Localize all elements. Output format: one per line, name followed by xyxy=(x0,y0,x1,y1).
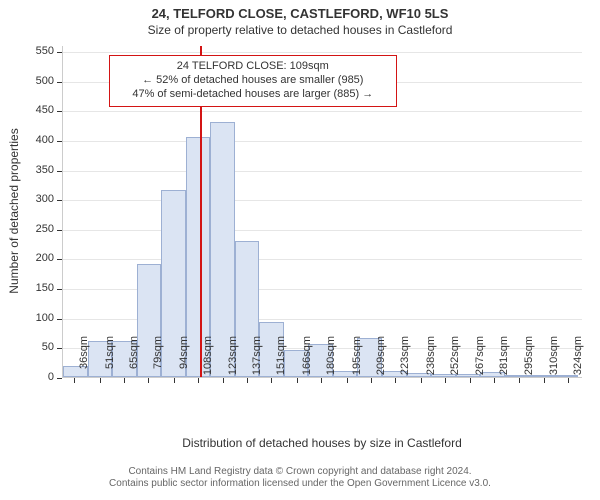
x-tick xyxy=(297,378,298,383)
x-tick xyxy=(371,378,372,383)
x-tick-label: 79sqm xyxy=(152,336,164,386)
x-tick xyxy=(445,378,446,383)
y-tick xyxy=(57,171,62,172)
gridline xyxy=(63,141,582,142)
chart-subtitle: Size of property relative to detached ho… xyxy=(0,21,600,37)
x-tick-label: 223sqm xyxy=(399,336,411,386)
x-tick xyxy=(148,378,149,383)
y-tick xyxy=(57,52,62,53)
gridline xyxy=(63,111,582,112)
chart-container: { "title": { "text": "24, TELFORD CLOSE,… xyxy=(0,0,600,500)
x-tick xyxy=(271,378,272,383)
x-tick xyxy=(321,378,322,383)
x-tick-label: 238sqm xyxy=(425,336,437,386)
x-tick xyxy=(100,378,101,383)
gridline xyxy=(63,171,582,172)
x-tick xyxy=(470,378,471,383)
x-tick-label: 267sqm xyxy=(474,336,486,386)
x-tick-label: 209sqm xyxy=(375,336,387,386)
y-tick xyxy=(57,230,62,231)
y-tick xyxy=(57,259,62,260)
y-tick xyxy=(57,200,62,201)
x-tick xyxy=(568,378,569,383)
x-tick xyxy=(74,378,75,383)
plot-wrap: 050100150200250300350400450500550 36sqm5… xyxy=(62,46,582,378)
gridline xyxy=(63,230,582,231)
x-tick-label: 281sqm xyxy=(498,336,510,386)
y-tick xyxy=(57,141,62,142)
gridline xyxy=(63,200,582,201)
x-tick xyxy=(174,378,175,383)
x-tick-label: 51sqm xyxy=(104,336,116,386)
x-tick-label: 36sqm xyxy=(78,336,90,386)
x-tick-label: 252sqm xyxy=(449,336,461,386)
callout-box: 24 TELFORD CLOSE: 109sqm← 52% of detache… xyxy=(109,55,397,106)
x-tick-label: 166sqm xyxy=(301,336,313,386)
x-tick xyxy=(223,378,224,383)
x-tick-label: 108sqm xyxy=(202,336,214,386)
x-tick-label: 65sqm xyxy=(128,336,140,386)
x-axis-title: Distribution of detached houses by size … xyxy=(62,436,582,450)
x-tick-label: 180sqm xyxy=(325,336,337,386)
callout-line: 24 TELFORD CLOSE: 109sqm xyxy=(116,60,390,74)
x-tick xyxy=(347,378,348,383)
x-tick-label: 123sqm xyxy=(227,336,239,386)
x-tick xyxy=(544,378,545,383)
y-tick xyxy=(57,319,62,320)
gridline xyxy=(63,52,582,53)
gridline xyxy=(63,259,582,260)
x-tick-label: 195sqm xyxy=(351,336,363,386)
y-tick xyxy=(57,289,62,290)
footer: Contains HM Land Registry data © Crown c… xyxy=(0,466,600,490)
x-tick-label: 310sqm xyxy=(548,336,560,386)
x-tick xyxy=(421,378,422,383)
x-tick xyxy=(395,378,396,383)
x-tick-label: 324sqm xyxy=(572,336,584,386)
x-tick xyxy=(519,378,520,383)
y-tick xyxy=(57,378,62,379)
x-tick-label: 151sqm xyxy=(275,336,287,386)
y-axis-title: Number of detached properties xyxy=(7,45,21,377)
x-tick xyxy=(494,378,495,383)
y-tick xyxy=(57,82,62,83)
x-tick-label: 94sqm xyxy=(178,336,190,386)
footer-line: Contains HM Land Registry data © Crown c… xyxy=(0,466,600,478)
x-tick xyxy=(247,378,248,383)
x-tick xyxy=(124,378,125,383)
x-tick-label: 295sqm xyxy=(523,336,535,386)
x-tick-label: 137sqm xyxy=(251,336,263,386)
callout-line: ← 52% of detached houses are smaller (98… xyxy=(116,74,390,88)
footer-line: Contains public sector information licen… xyxy=(0,478,600,490)
x-tick xyxy=(198,378,199,383)
chart-title: 24, TELFORD CLOSE, CASTLEFORD, WF10 5LS xyxy=(0,0,600,21)
callout-line: 47% of semi-detached houses are larger (… xyxy=(116,88,390,102)
y-tick xyxy=(57,348,62,349)
y-tick xyxy=(57,111,62,112)
